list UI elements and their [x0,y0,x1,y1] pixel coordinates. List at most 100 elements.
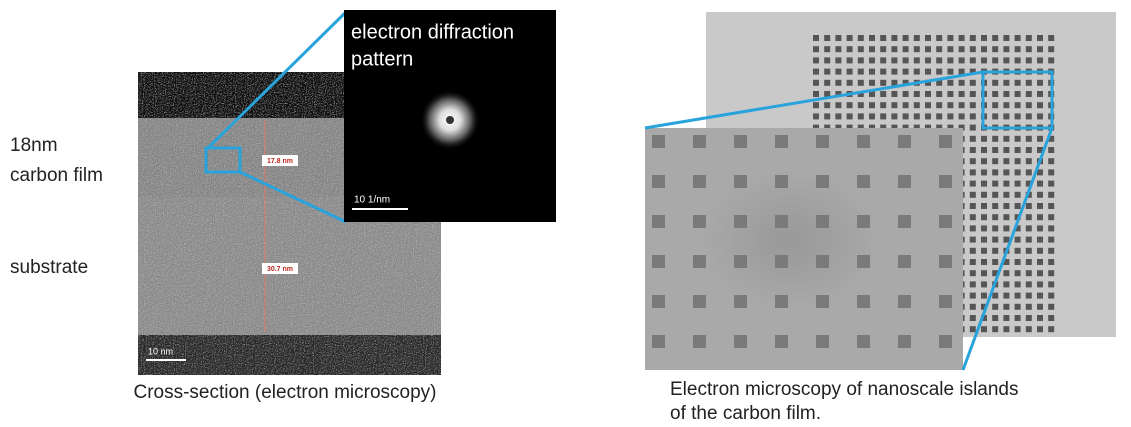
island [846,57,853,64]
island [1014,113,1021,120]
island [734,255,747,268]
measure-box [262,263,298,274]
island [947,113,954,120]
island [816,255,829,268]
island [898,255,911,268]
island [1003,102,1010,109]
island [939,335,952,348]
island [1003,315,1010,321]
island [913,57,920,64]
island [969,292,976,299]
island-grid [652,135,952,348]
island [824,35,831,41]
island [1003,292,1010,299]
island [1014,259,1021,265]
island [734,135,747,148]
island [1037,46,1043,53]
island [992,46,999,53]
island [992,203,999,209]
island [1003,147,1010,153]
island [1003,236,1010,243]
island [835,57,842,64]
island [958,79,965,86]
island [936,35,943,41]
island [857,113,864,120]
island [992,91,999,97]
island [1003,113,1010,120]
island [891,68,898,75]
island [992,292,999,299]
island [1037,191,1043,198]
island [1014,169,1021,176]
island [1003,135,1010,142]
island [898,215,911,228]
island [992,326,999,333]
island [1037,35,1043,41]
island [1003,225,1010,232]
island [969,124,976,131]
island [1037,303,1043,310]
island [1025,113,1032,120]
island [1025,281,1032,288]
island [816,175,829,188]
island [891,124,898,131]
island [981,315,987,321]
island [1014,270,1021,277]
island [1025,315,1032,321]
island [693,295,706,308]
island [992,191,999,198]
island [857,335,870,348]
island [913,102,920,109]
island [969,158,976,165]
island [902,68,909,75]
island [1014,79,1021,86]
island [1025,225,1032,232]
island [824,102,831,109]
island [981,169,987,176]
island [913,124,920,131]
island [652,255,665,268]
island [880,46,887,53]
island [1025,303,1032,310]
island [1025,79,1032,86]
island [1003,35,1010,41]
island [939,215,952,228]
substrate-label: substrate [10,257,88,278]
island [925,102,931,109]
island [936,57,943,64]
island [880,57,887,64]
island [925,35,931,41]
island [902,57,909,64]
island [925,79,931,86]
island [824,91,831,97]
island [846,79,853,86]
island [1014,281,1021,288]
island [824,46,831,53]
island [1025,236,1032,243]
island [1048,180,1055,187]
island [891,46,898,53]
island [1048,326,1055,333]
island [835,113,842,120]
island [969,35,976,41]
island [969,169,976,176]
island [969,315,976,321]
island [969,147,976,153]
island [813,124,819,131]
island [824,113,831,120]
island [969,259,976,265]
island [981,259,987,265]
island [1025,214,1032,221]
zoom-box [204,146,242,174]
island [816,335,829,348]
island [1014,247,1021,254]
island [824,57,831,64]
island [835,102,842,109]
island [1025,35,1032,41]
island [939,255,952,268]
island [902,113,909,120]
island [936,102,943,109]
island [981,326,987,333]
island [1037,292,1043,299]
island [891,113,898,120]
